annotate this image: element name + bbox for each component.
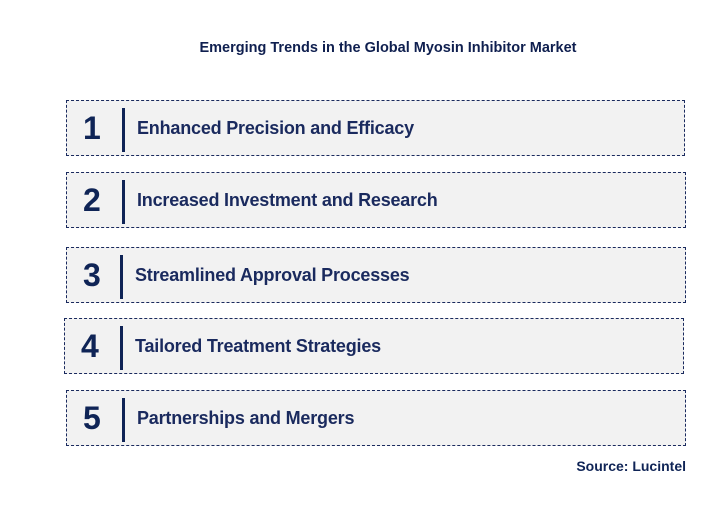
- divider-bar: [120, 255, 123, 299]
- trend-box-1: 1 Enhanced Precision and Efficacy: [66, 100, 685, 156]
- trend-label: Enhanced Precision and Efficacy: [137, 117, 414, 138]
- divider-bar: [122, 108, 125, 152]
- trend-number: 1: [83, 109, 101, 146]
- trend-box-3: 3 Streamlined Approval Processes: [66, 247, 686, 303]
- divider-bar: [122, 180, 125, 224]
- trend-number: 4: [81, 327, 99, 364]
- divider-bar: [122, 398, 125, 442]
- trend-number: 5: [83, 399, 101, 436]
- source-label: Source: Lucintel: [576, 458, 686, 474]
- chart-title: Emerging Trends in the Global Myosin Inh…: [199, 40, 577, 56]
- trend-box-5: 5 Partnerships and Mergers: [66, 390, 686, 446]
- trend-label: Increased Investment and Research: [137, 189, 438, 210]
- divider-bar: [120, 326, 123, 370]
- trend-box-2: 2 Increased Investment and Research: [66, 172, 686, 228]
- trend-number: 2: [83, 181, 101, 218]
- trend-label: Partnerships and Mergers: [137, 407, 355, 428]
- trend-label: Streamlined Approval Processes: [135, 264, 410, 285]
- trend-number: 3: [83, 256, 101, 293]
- trend-box-4: 4 Tailored Treatment Strategies: [64, 318, 684, 374]
- trend-label: Tailored Treatment Strategies: [135, 335, 381, 356]
